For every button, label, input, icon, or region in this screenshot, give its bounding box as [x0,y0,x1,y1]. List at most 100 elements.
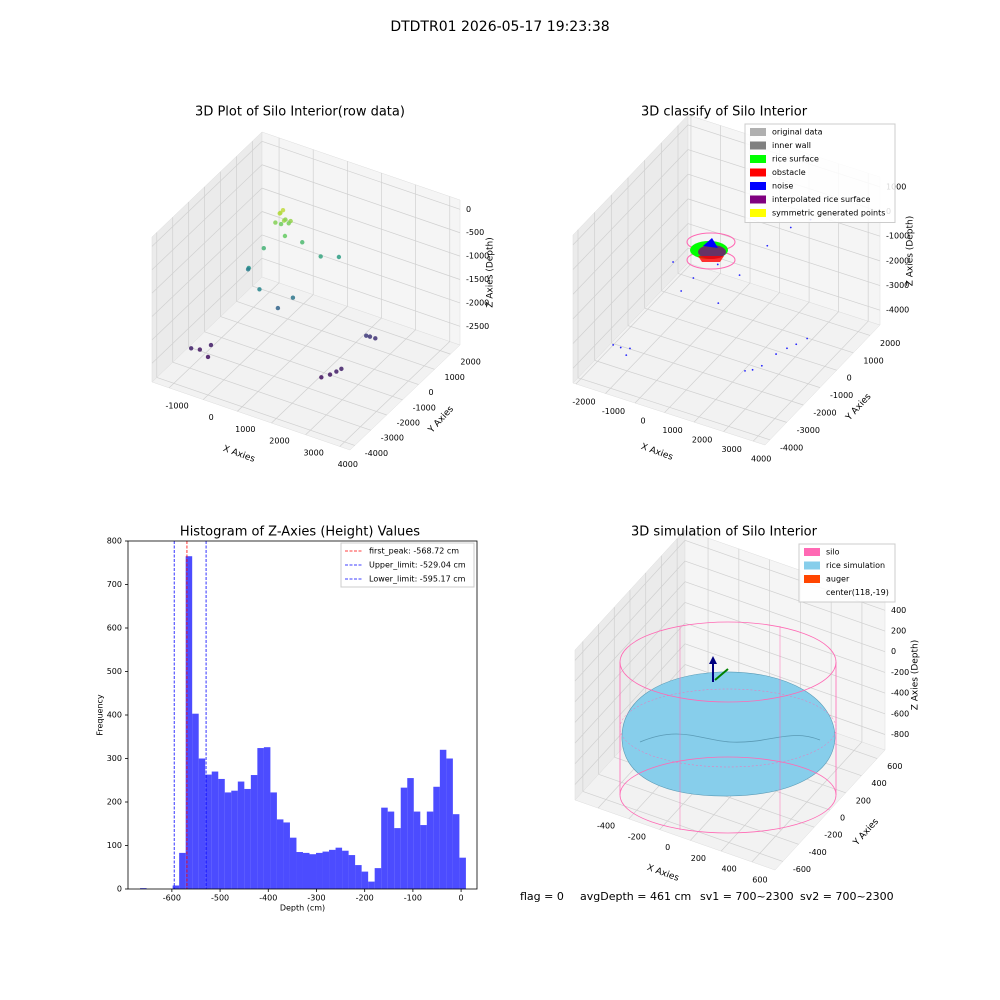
grid-line [261,234,461,304]
grid-line [574,643,686,765]
interpolated-surface [698,245,726,259]
grid-line [168,282,280,389]
z-tick-label: -2000 [886,256,909,265]
y-tick-label: 400 [871,779,886,788]
point [282,233,288,239]
grid-line [684,581,886,653]
grid-line [684,602,886,673]
x-tick-label: -2000 [572,397,595,406]
y-tick-label: 1000 [863,356,883,365]
chart-title: Histogram of Z-Axies (Height) Values [180,525,420,540]
bar [446,758,453,889]
bar [257,748,264,889]
point [245,267,251,272]
grid-line [582,791,783,862]
y-tick-label: 100 [107,841,122,850]
z-tick-label: -1500 [466,275,489,284]
bar [368,881,375,889]
x-tick-label: 0 [640,417,645,426]
z-tick-label: -1000 [466,252,489,261]
bar [433,786,440,889]
bar [426,811,434,889]
chart-title: 3D Plot of Silo Interior(row data) [195,105,405,120]
bar [342,850,349,889]
bar [459,857,466,889]
y-tick-label: -1000 [830,391,853,400]
grid-line [574,560,686,682]
bar [263,747,271,889]
point [318,254,323,259]
point [286,221,291,226]
bar [348,855,356,889]
grid-line [598,773,799,845]
point [205,354,211,360]
point [738,274,741,277]
point [278,221,284,227]
y-tick-label: -600 [793,865,811,874]
legend-swatch [804,575,820,583]
grid-line [261,164,461,234]
footer-depth: avgDepth = 461 cm [580,890,691,903]
z-tick-label: -400 [891,689,909,698]
y-tick-label: -4000 [365,449,388,458]
bar [374,868,382,889]
grid-line [339,341,451,447]
legend-label: Lower_limit: -595.17 cm [369,575,466,584]
chart-title: 3D classify of Silo Interior [641,105,808,120]
grid-line [594,360,787,423]
x-tick-label: 2000 [692,436,712,445]
x-tick-label: -400 [259,894,277,903]
legend-label: rice surface [772,155,819,164]
grid-line [202,294,314,400]
y-tick-label: 0 [429,388,434,397]
z-tick-label: 0 [891,647,896,656]
grid-line [252,285,451,355]
point [280,207,286,213]
bar [407,778,414,889]
bar [316,852,323,889]
bar [322,851,330,889]
y-tick-label: 2000 [460,358,480,367]
bar [205,774,212,889]
z-tick-label: 400 [891,606,906,615]
point [300,240,305,245]
bar [302,852,310,889]
point [795,343,798,346]
y-tick-label: -200 [824,831,842,840]
point [672,261,674,263]
bar [309,854,317,889]
point [373,336,378,341]
grid-line [261,211,461,280]
grid-line [261,257,461,327]
y-tick-label: -2000 [397,419,420,428]
bar [452,814,460,889]
y-tick-label: 600 [107,624,122,633]
y-tick-label: 2000 [880,339,900,348]
y-tick-label: 0 [117,885,122,894]
x-tick-label: -300 [307,894,325,903]
auger-direction [714,668,729,681]
point [619,346,622,349]
grid-line [220,316,419,385]
grid-line [151,141,263,247]
grid-line [605,273,721,394]
x-tick-label: -400 [597,822,615,831]
legend-label: interpolated rice surface [772,195,870,204]
z-tick-label: -1000 [886,232,909,241]
point [680,290,683,292]
x-tick-label: -1000 [165,401,188,410]
legend-label: original data [772,128,823,137]
grid-line [664,292,780,413]
legend-label: Upper_limit: -529.04 cm [369,561,466,570]
grid-line [572,198,689,320]
bar [420,825,427,889]
grid-line [684,643,886,715]
legend-box [340,542,475,588]
silo-simulation [619,621,837,834]
bar [140,888,147,889]
x-tick-label: 2000 [269,437,289,446]
x-tick-label: 0 [209,413,214,422]
x-tick-label: 1000 [662,426,682,435]
x-tick-label: -200 [356,894,374,903]
grid-line [204,331,403,401]
